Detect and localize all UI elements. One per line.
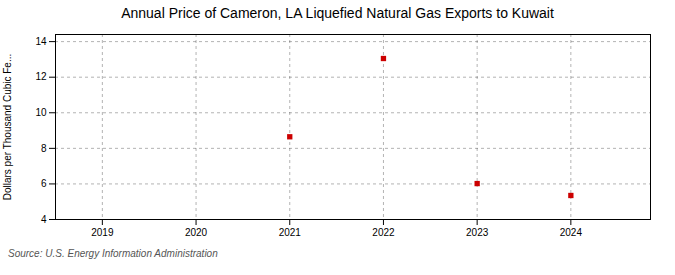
svg-text:6: 6 <box>41 178 47 189</box>
html-text:Source: U.S. Energy Informatio: Source: U.S. Energy Information Administ… <box>8 248 218 259</box>
svg-text:Dollars per Thousand Cubic Fe.: Dollars per Thousand Cubic Fe... <box>2 54 13 201</box>
svg-text:2020: 2020 <box>185 227 208 238</box>
html-text:Annual Price of Cameron, LA Li: Annual Price of Cameron, LA Liquefied Na… <box>121 5 554 21</box>
svg-text:12: 12 <box>35 71 47 82</box>
svg-text:14: 14 <box>35 36 47 47</box>
svg-text:2023: 2023 <box>466 227 489 238</box>
svg-text:2024: 2024 <box>560 227 583 238</box>
svg-text:2022: 2022 <box>372 227 395 238</box>
svg-text:2021: 2021 <box>279 227 302 238</box>
svg-text:10: 10 <box>35 107 47 118</box>
svg-text:4: 4 <box>41 214 47 225</box>
svg-text:2019: 2019 <box>91 227 114 238</box>
svg-text:8: 8 <box>41 143 47 154</box>
